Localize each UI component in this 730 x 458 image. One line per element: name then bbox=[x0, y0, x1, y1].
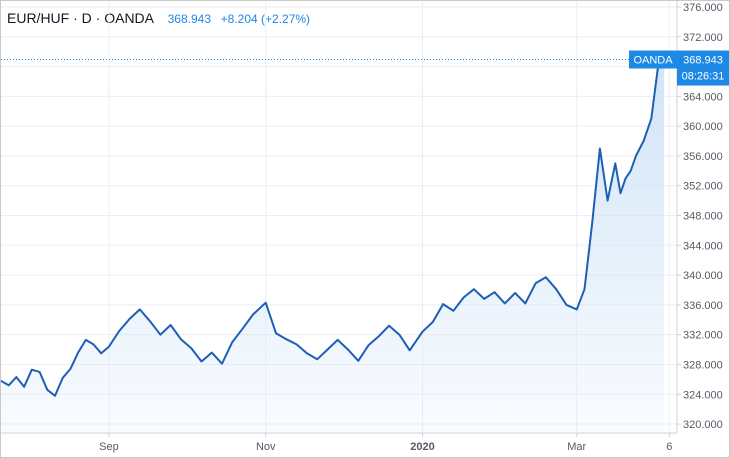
y-tick-label: 352.000 bbox=[683, 181, 723, 193]
y-tick-label: 328.000 bbox=[683, 359, 723, 371]
chart-legend: EUR/HUF · D · OANDA 368.943 +8.204 (+2.2… bbox=[7, 10, 316, 26]
y-tick-label: 364.000 bbox=[683, 91, 723, 103]
price-tag-countdown: 08:26:31 bbox=[682, 71, 725, 83]
y-tick-label: 340.000 bbox=[683, 270, 723, 282]
series-line[interactable] bbox=[1, 58, 666, 397]
x-tick-label: 2020 bbox=[410, 441, 434, 453]
y-tick-label: 336.000 bbox=[683, 300, 723, 312]
last-price: 368.943 bbox=[167, 12, 212, 26]
price-tag-value: 368.943 bbox=[683, 55, 723, 67]
y-tick-label: 332.000 bbox=[683, 330, 723, 342]
y-tick-label: 320.000 bbox=[683, 419, 723, 431]
symbol-title[interactable]: EUR/HUF · D · OANDA bbox=[7, 10, 154, 26]
series-area bbox=[1, 59, 665, 433]
source-tag-label: OANDA bbox=[633, 55, 673, 67]
y-tick-label: 372.000 bbox=[683, 32, 723, 44]
x-tick-label: 6 bbox=[666, 441, 672, 453]
source-tag bbox=[629, 50, 677, 69]
x-tick-label: Mar bbox=[567, 441, 586, 453]
price-tag bbox=[677, 50, 729, 86]
y-tick-label: 344.000 bbox=[683, 240, 723, 252]
y-tick-label: 360.000 bbox=[683, 121, 723, 133]
y-tick-label: 356.000 bbox=[683, 151, 723, 163]
y-tick-label: 348.000 bbox=[683, 211, 723, 223]
y-tick-label: 324.000 bbox=[683, 389, 723, 401]
x-tick-label: Nov bbox=[256, 441, 276, 453]
x-tick-label: Sep bbox=[99, 441, 119, 453]
y-tick-label: 376.000 bbox=[683, 2, 723, 14]
